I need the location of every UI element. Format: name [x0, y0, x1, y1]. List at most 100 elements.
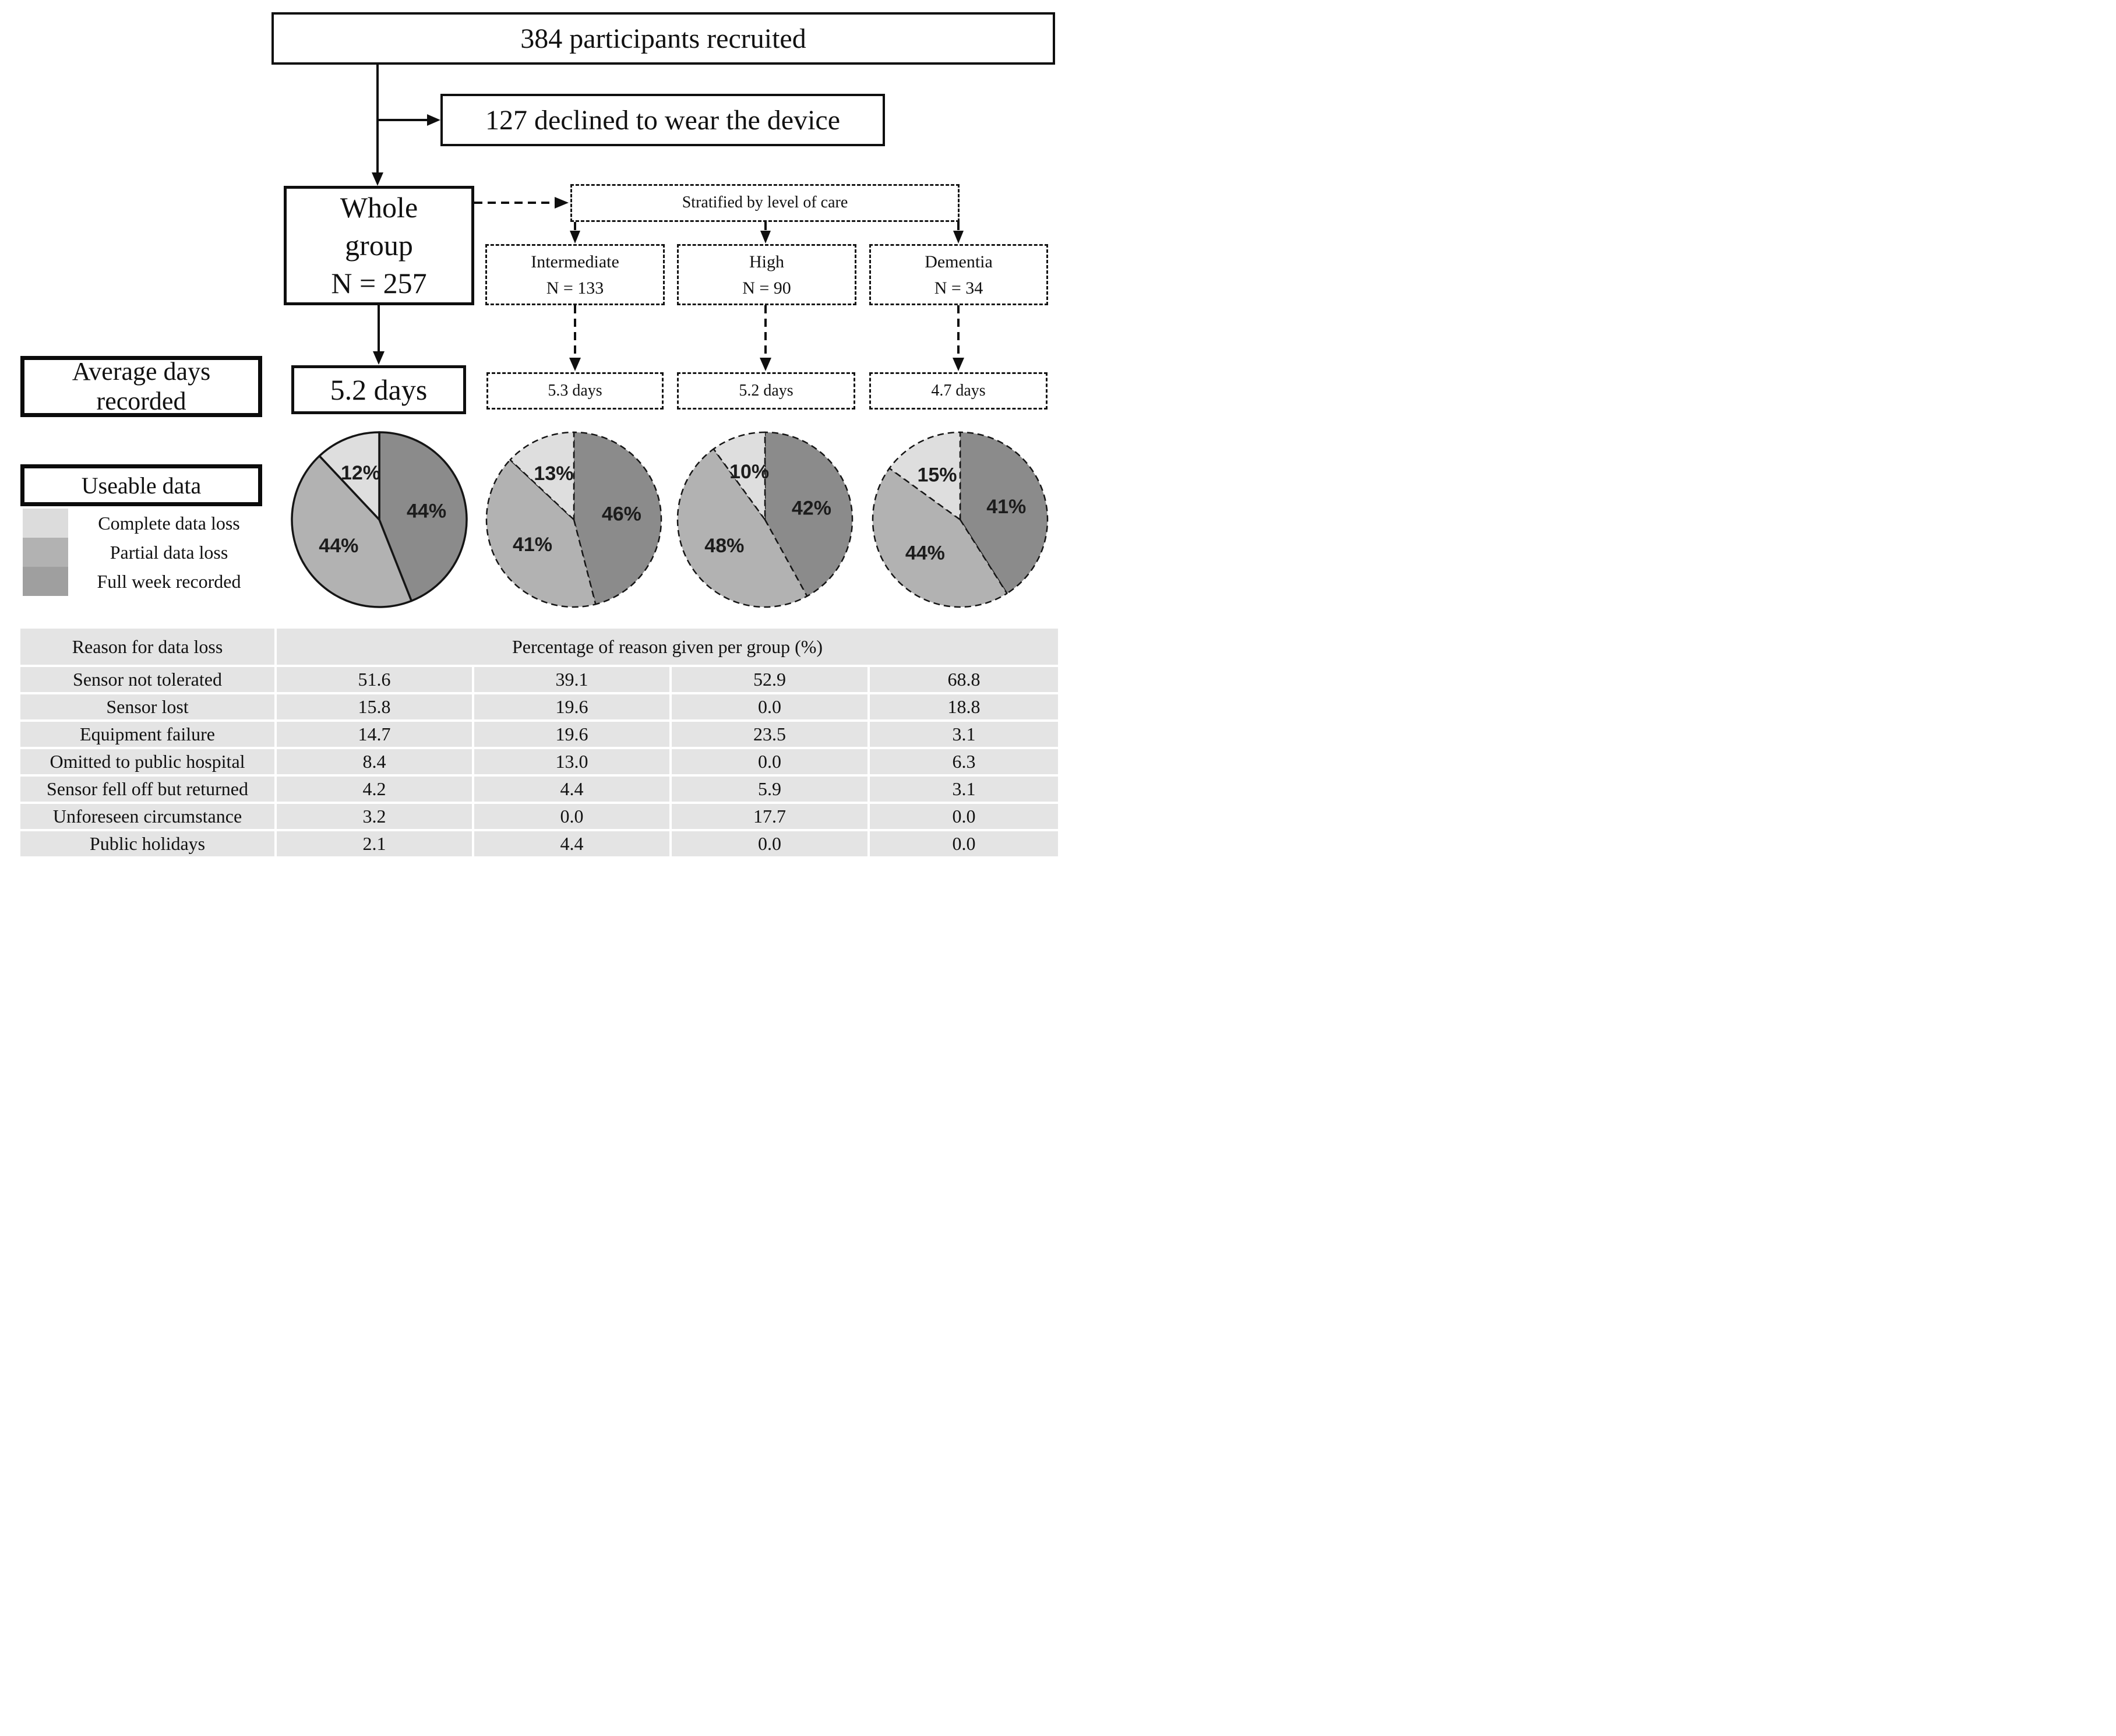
legend-label-text: Complete data loss [98, 512, 240, 534]
row-value-intermediate: 0.0 [474, 804, 669, 829]
row-value-high: 0.0 [672, 831, 867, 856]
pie-chart-high: 42% 48% 10% [672, 426, 858, 613]
row-value-whole: 4.2 [277, 777, 472, 802]
days-box-intermediate: 5.3 days [486, 372, 664, 410]
whole-group-line2: group [345, 229, 413, 262]
days-value: 5.2 days [330, 373, 428, 406]
whole-group-box: Whole group N = 257 [284, 186, 474, 305]
pie-value-label: 46% [602, 503, 641, 525]
flow-diagram-page: 384 participants recruited 127 declined … [0, 0, 1058, 868]
row-value-high: 23.5 [672, 722, 867, 747]
row-value-high: 0.0 [672, 749, 867, 774]
row-value-dementia: 18.8 [870, 694, 1058, 719]
legend-swatch-complete-data-loss [23, 509, 68, 538]
row-value-intermediate: 39.1 [474, 667, 669, 692]
declined-label: 127 declined to wear the device [485, 104, 841, 136]
arrowhead-to-intermediate [570, 231, 580, 244]
arrowhead-to-dementia [953, 231, 964, 244]
days-box-dementia: 4.7 days [869, 372, 1048, 410]
pie-slice-partial-data-loss [676, 448, 808, 608]
pie-slice-full-week-recorded [959, 431, 1049, 594]
pie-value-label: 41% [513, 534, 552, 556]
pie-value-label: 44% [407, 500, 446, 522]
arrowhead-to-high [760, 231, 771, 244]
legend-label-text: Partial data loss [110, 541, 228, 563]
days-box-high: 5.2 days [677, 372, 855, 410]
table-row: Equipment failure 14.7 19.6 23.5 3.1 [20, 722, 1058, 747]
row-reason: Equipment failure [20, 722, 274, 747]
pie-slice-full-week-recorded [764, 431, 854, 597]
pie-slice-partial-data-loss [485, 459, 597, 608]
pie-value-label: 13% [534, 463, 573, 485]
legend-swatch-full-week-recorded [23, 567, 68, 596]
stratified-box: Stratified by level of care [570, 184, 960, 222]
pie-value-label: 44% [905, 542, 945, 564]
row-value-dementia: 3.1 [870, 777, 1058, 802]
row-value-intermediate: 4.4 [474, 777, 669, 802]
table-row: Omitted to public hospital 8.4 13.0 0.0 … [20, 749, 1058, 774]
row-value-whole: 3.2 [277, 804, 472, 829]
arrowhead-to-stratified [555, 197, 569, 209]
arrowhead-high-days [760, 358, 771, 371]
table-row: Public holidays 2.1 4.4 0.0 0.0 [20, 831, 1058, 856]
pie-svg: 42% 48% 10% [676, 431, 854, 608]
legend-label-text: Full week recorded [97, 570, 241, 592]
table-row: Unforeseen circumstance 3.2 0.0 17.7 0.0 [20, 804, 1058, 829]
days-value: 5.3 days [548, 382, 602, 400]
row-value-intermediate: 19.6 [474, 722, 669, 747]
pie-slice-partial-data-loss [291, 454, 412, 608]
row-reason: Omitted to public hospital [20, 749, 274, 774]
arrowhead-dementia-days [953, 358, 964, 371]
legend-label-partial-data-loss: Partial data loss [70, 538, 268, 567]
pie-chart-dementia: 41% 44% 15% [867, 426, 1053, 613]
arrowhead-to-declined [427, 114, 440, 126]
row-value-dementia: 6.3 [870, 749, 1058, 774]
pie-slice-full-week-recorded [378, 431, 468, 602]
pie-svg: 41% 44% 15% [872, 431, 1049, 608]
whole-group-line1: Whole [340, 191, 418, 224]
arrowhead-to-whole-group [372, 172, 383, 186]
days-value: 5.2 days [739, 382, 794, 400]
table-header-values: Percentage of reason given per group (%) [277, 629, 1058, 665]
row-value-high: 17.7 [672, 804, 867, 829]
row-value-high: 52.9 [672, 667, 867, 692]
pie-slice-complete-data-loss [318, 431, 380, 521]
pie-value-label: 12% [341, 462, 380, 484]
pie-slice-partial-data-loss [872, 467, 1008, 608]
table-header-row: Reason for data loss Percentage of reaso… [20, 629, 1058, 665]
row-value-whole: 51.6 [277, 667, 472, 692]
row-value-intermediate: 4.4 [474, 831, 669, 856]
group-name: Intermediate [531, 252, 619, 271]
row-reason: Sensor lost [20, 694, 274, 719]
pie-value-label: 44% [319, 535, 358, 557]
row-value-dementia: 0.0 [870, 804, 1058, 829]
days-value: 4.7 days [931, 382, 986, 400]
pie-value-label: 42% [792, 497, 831, 519]
table-row: Sensor not tolerated 51.6 39.1 52.9 68.8 [20, 667, 1058, 692]
row-value-whole: 2.1 [277, 831, 472, 856]
group-box-dementia: Dementia N = 34 [869, 244, 1048, 305]
group-name: High [749, 252, 784, 271]
row-reason: Public holidays [20, 831, 274, 856]
row-value-whole: 14.7 [277, 722, 472, 747]
row-reason: Sensor fell off but returned [20, 777, 274, 802]
group-name: Dementia [925, 252, 993, 271]
row-value-high: 5.9 [672, 777, 867, 802]
pie-slice-full-week-recorded [573, 431, 662, 605]
recruited-label: 384 participants recruited [520, 23, 806, 54]
pie-slice-complete-data-loss [713, 431, 766, 521]
row-value-intermediate: 13.0 [474, 749, 669, 774]
row-reason: Sensor not tolerated [20, 667, 274, 692]
useable-data-box: Useable data [20, 464, 262, 506]
pie-slice-complete-data-loss [509, 431, 575, 521]
table-header-reason: Reason for data loss [20, 629, 274, 665]
row-reason: Unforeseen circumstance [20, 804, 274, 829]
row-value-dementia: 68.8 [870, 667, 1058, 692]
row-value-high: 0.0 [672, 694, 867, 719]
pie-value-label: 41% [986, 496, 1026, 518]
average-days-label-box: Average days recorded [20, 356, 262, 417]
average-days-label-line2: recorded [96, 386, 186, 415]
legend-label-complete-data-loss: Complete data loss [70, 509, 268, 538]
pie-value-label: 48% [704, 535, 744, 557]
group-n: N = 34 [934, 278, 983, 298]
